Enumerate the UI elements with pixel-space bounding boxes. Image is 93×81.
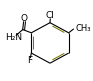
Text: Cl: Cl — [46, 11, 55, 20]
Text: F: F — [27, 56, 33, 65]
Text: CH₃: CH₃ — [76, 24, 91, 33]
Text: O: O — [21, 14, 28, 23]
Text: H₂N: H₂N — [5, 33, 23, 42]
